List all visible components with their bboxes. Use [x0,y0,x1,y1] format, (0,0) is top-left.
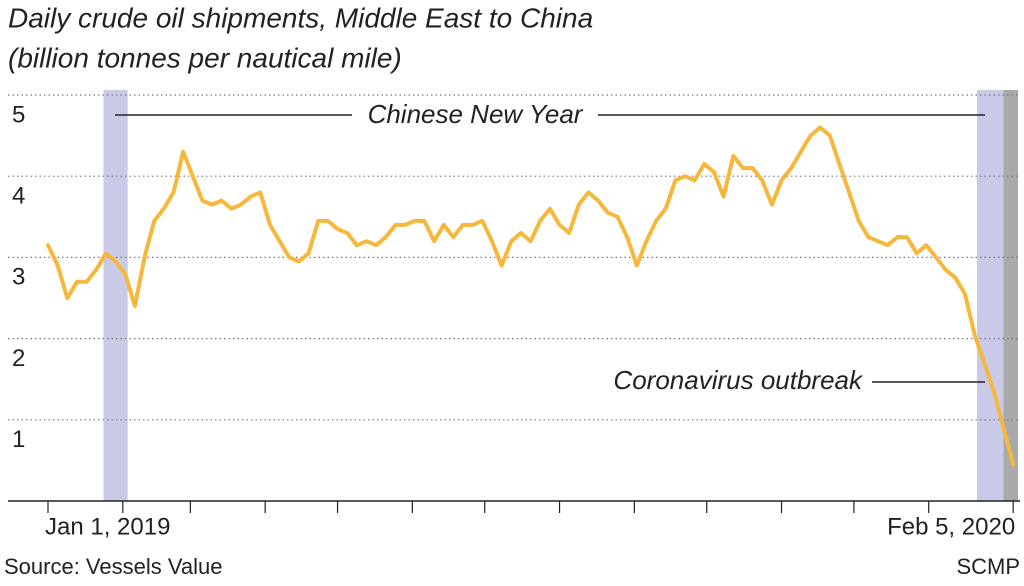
highlight-band [103,90,128,501]
highlight-band [1003,90,1018,501]
annotation: Coronavirus outbreak [613,365,864,395]
highlight-band [976,90,1004,501]
y-tick-label: 5 [12,101,25,128]
grid [8,94,1020,421]
y-tick-label: 3 [12,264,25,291]
y-tick-label: 4 [12,183,25,210]
y-tick-label: 1 [12,426,25,453]
y-tick-label: 2 [12,345,25,372]
source: Source: Vessels Value [4,554,223,579]
annotation: Chinese New Year [368,99,584,129]
chart-title: Daily crude oil shipments, Middle East t… [8,2,593,33]
data-line [46,125,1016,467]
x-tick-label: Feb 5, 2020 [887,513,1015,540]
chart-subtitle: (billion tonnes per nautical mile) [8,42,402,73]
credit: SCMP [956,554,1020,579]
x-tick-label: Jan 1, 2019 [45,513,170,540]
highlight-bands [103,90,1018,501]
